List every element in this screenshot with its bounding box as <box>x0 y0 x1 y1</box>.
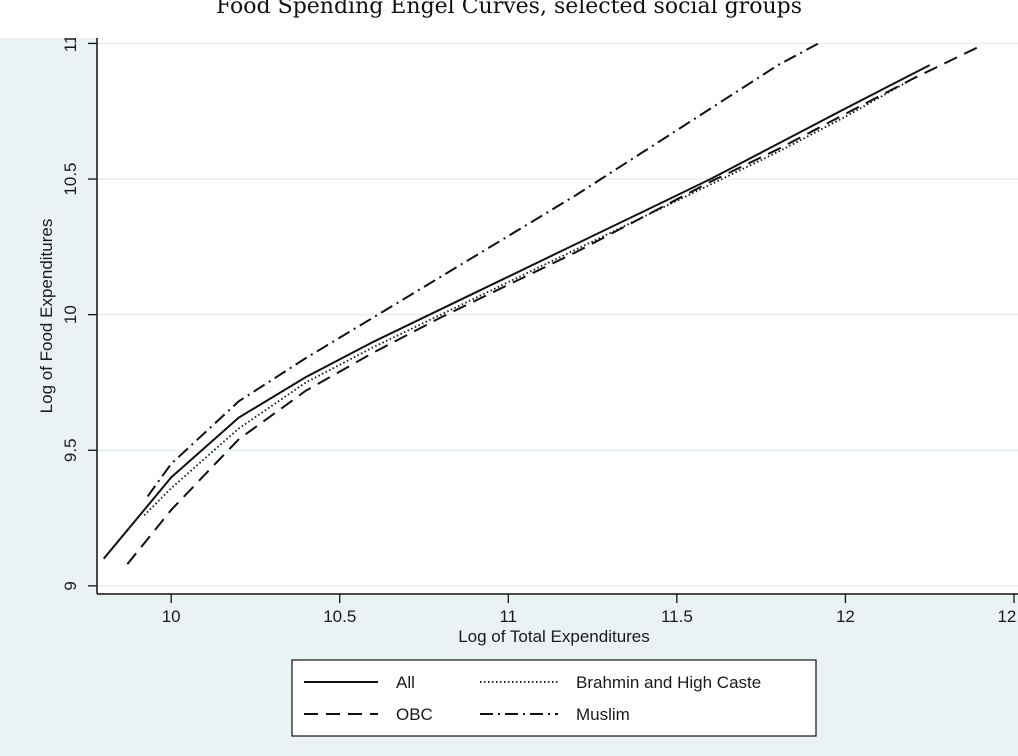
series-line-all <box>102 64 931 560</box>
y-tick-label: 11 <box>61 35 80 53</box>
legend: All Brahmin and High Caste OBC Muslim <box>291 659 817 737</box>
legend-label-obc: OBC <box>396 705 433 724</box>
legend-box <box>291 659 817 737</box>
x-tick-label: 10 <box>162 607 181 626</box>
ticks: 9 9.5 10 10.5 11 10 10.5 11 11.5 12 12.5 <box>61 35 1018 626</box>
x-tick-label: 12.5 <box>997 607 1018 626</box>
y-tick-label: 9 <box>61 581 80 590</box>
y-tick-label: 10.5 <box>61 162 80 195</box>
chart-title: Food Spending Engel Curves, selected soc… <box>0 0 1018 38</box>
series-lines <box>102 42 981 565</box>
x-tick-label: 12 <box>836 607 855 626</box>
x-tick-label: 11 <box>499 607 517 626</box>
y-tick-label: 9.5 <box>61 438 80 462</box>
series-line-brahmin-and-high-caste <box>143 77 914 516</box>
series-line-obc <box>126 45 981 565</box>
series-line-muslim <box>146 42 819 497</box>
y-axis-title: Log of Food Expenditures <box>37 219 56 414</box>
legend-label-brahmin: Brahmin and High Caste <box>576 673 761 692</box>
x-tick-label: 11.5 <box>661 607 693 626</box>
grid <box>97 42 1018 587</box>
plot-area <box>97 38 1018 594</box>
legend-label-all: All <box>396 673 415 692</box>
legend-label-muslim: Muslim <box>576 705 630 724</box>
x-tick-label: 10.5 <box>323 607 356 626</box>
x-axis-title: Log of Total Expenditures <box>458 627 650 646</box>
axes <box>96 38 1018 595</box>
y-tick-label: 10 <box>61 305 80 324</box>
